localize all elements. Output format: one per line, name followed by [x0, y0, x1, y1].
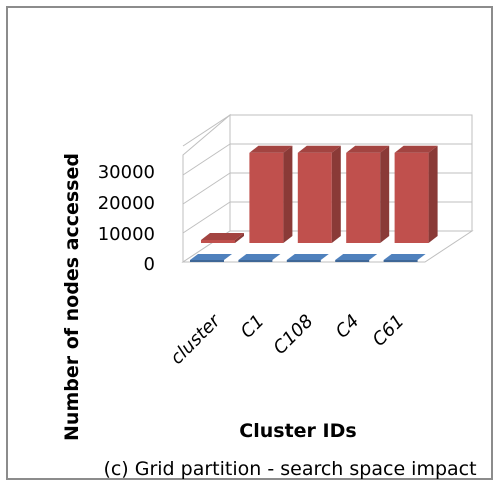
bar-top	[201, 233, 244, 240]
chart-caption: (c) Grid partition - search space impact	[103, 458, 476, 480]
bar-top	[238, 254, 281, 260]
gridline	[182, 201, 231, 234]
bar-front	[297, 152, 332, 243]
bar-series-2-C61	[394, 145, 438, 243]
gridline	[182, 114, 231, 147]
x-axis-title: Cluster IDs	[239, 420, 356, 442]
bar-series-2-C1	[249, 145, 293, 243]
bars	[190, 145, 438, 262]
y-tick-label: 10000	[98, 224, 155, 245]
bar-series-1-C61	[383, 254, 426, 262]
bar-top	[297, 145, 341, 153]
x-tick-label: C1	[237, 311, 269, 343]
bar-side	[331, 145, 341, 243]
bar-side	[428, 145, 438, 243]
x-tick-label: C61	[369, 311, 409, 351]
bar-front	[249, 152, 284, 243]
bar-series-1-C4	[335, 254, 378, 262]
bar-side	[283, 145, 293, 243]
bar-front	[383, 260, 418, 262]
y-tick-label: 20000	[98, 193, 155, 214]
bar-side	[235, 233, 244, 243]
x-tick-label: cluster	[166, 310, 225, 369]
bar-series-1-C1	[238, 254, 281, 262]
bar-front	[238, 260, 273, 262]
bar-series-2-cluster	[201, 233, 244, 243]
y-tick-label: 30000	[98, 162, 155, 183]
bar-series-2-C4	[346, 145, 390, 243]
bar-front	[201, 240, 235, 243]
bar-top	[249, 145, 293, 153]
bar-top	[335, 254, 378, 260]
y-tick-label: 0	[144, 254, 155, 275]
bar-top	[394, 145, 438, 153]
y-tick-labels: 0 10000 20000 30000	[98, 162, 155, 275]
x-tick-label: C4	[332, 311, 364, 343]
bar-top	[190, 254, 232, 260]
gridline	[182, 143, 231, 176]
bar-front	[190, 260, 224, 262]
gridline	[182, 172, 231, 205]
bar-front	[335, 260, 370, 262]
bar-front	[286, 260, 321, 262]
x-tick-labels: cluster C1 C108 C4 C61	[166, 310, 408, 369]
y-axis-title: Number of nodes accessed	[61, 153, 83, 441]
bar-series-1-C108	[286, 254, 329, 262]
bar-series-2-C108	[297, 145, 341, 243]
bar-top	[346, 145, 390, 153]
bar-top	[286, 254, 329, 260]
x-tick-label: C108	[269, 311, 317, 359]
bar-front	[394, 152, 429, 243]
bar-top	[383, 254, 426, 260]
bar-side	[380, 145, 390, 243]
bar-front	[346, 152, 381, 243]
bar-series-1-cluster	[190, 254, 232, 262]
